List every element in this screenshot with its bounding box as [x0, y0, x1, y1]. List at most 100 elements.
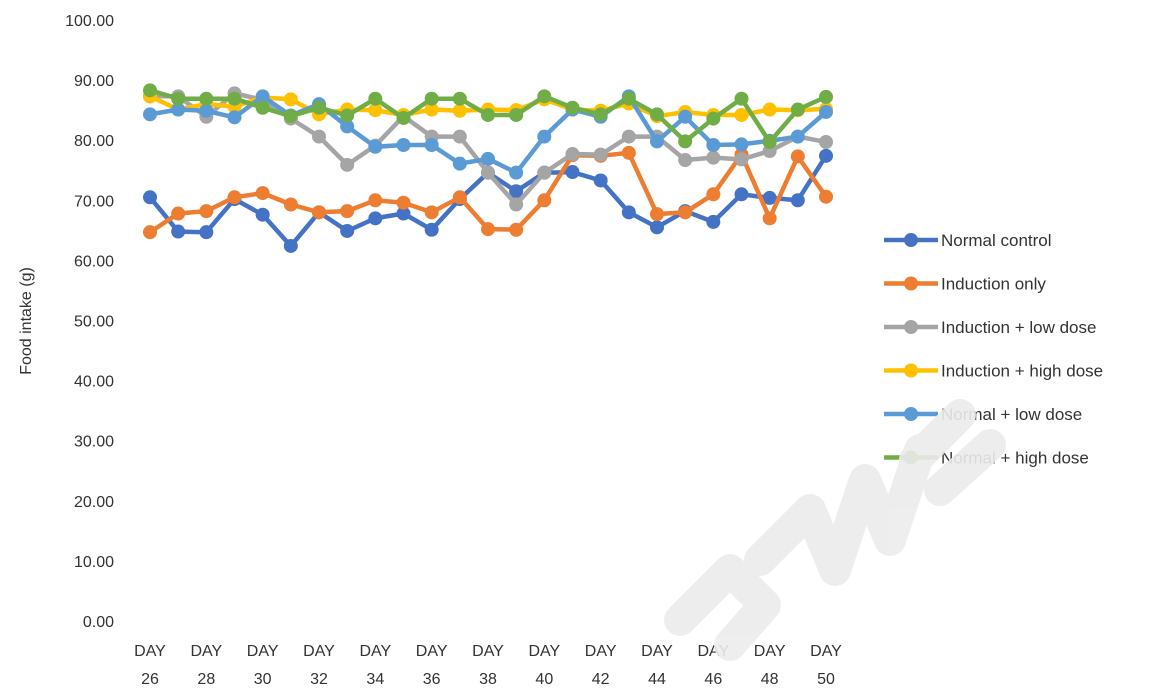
data-point: [199, 225, 214, 240]
y-tick-label: 90.00: [74, 73, 114, 90]
data-point: [790, 149, 805, 164]
data-point: [368, 103, 383, 118]
data-point: [481, 222, 495, 237]
data-point: [621, 205, 636, 220]
data-point: [509, 165, 524, 180]
data-point: [734, 91, 749, 106]
data-point: [227, 91, 242, 106]
series-layer: [143, 83, 833, 253]
x-tick-label: 42: [592, 671, 610, 688]
data-point: [396, 138, 411, 153]
data-point: [424, 205, 439, 220]
data-point: [790, 102, 805, 117]
data-point: [171, 91, 186, 106]
legend-marker: [904, 233, 918, 247]
y-axis-label: Food intake (g): [18, 267, 35, 375]
data-point: [283, 197, 298, 212]
y-tick-label: 30.00: [74, 434, 114, 451]
data-point: [678, 134, 693, 149]
data-point: [650, 134, 664, 149]
data-point: [143, 107, 157, 122]
data-point: [621, 145, 636, 160]
data-point: [255, 89, 270, 104]
data-point: [227, 190, 242, 205]
x-tick-label: 50: [817, 671, 835, 688]
x-tick-label: 44: [648, 671, 666, 688]
x-tick-label: DAY: [810, 643, 842, 660]
y-tick-label: 70.00: [74, 193, 114, 210]
legend-label: Induction + low dose: [941, 318, 1096, 337]
y-axis-tick-labels: 0.00 10.00 20.00 30.00 40.00 50.00 60.00 70.00 8…: [65, 13, 114, 631]
legend-item: Normal + high dose: [884, 449, 1089, 468]
data-point: [481, 107, 495, 122]
data-point: [396, 110, 411, 125]
data-point: [424, 138, 439, 153]
x-tick-label: 32: [310, 671, 328, 688]
data-point: [509, 184, 524, 199]
data-point: [368, 91, 383, 106]
data-point: [424, 102, 439, 117]
data-point: [706, 150, 721, 165]
data-point: [819, 135, 833, 150]
x-tick-label: DAY: [472, 643, 504, 660]
series-induction-only: [143, 145, 833, 240]
data-point: [537, 129, 552, 144]
data-point: [593, 107, 608, 122]
x-tick-label: DAY: [303, 643, 335, 660]
data-point: [481, 151, 495, 166]
data-point: [509, 197, 524, 212]
data-point: [565, 147, 580, 162]
data-point: [706, 138, 721, 153]
data-point: [312, 205, 326, 220]
data-point: [650, 220, 664, 235]
data-point: [678, 205, 693, 220]
data-point: [650, 207, 664, 222]
legend-marker: [904, 363, 918, 378]
data-point: [368, 211, 383, 226]
data-point: [650, 107, 664, 122]
data-point: [452, 103, 467, 118]
data-point: [790, 193, 805, 208]
legend-label: Normal control: [941, 231, 1052, 250]
y-tick-label: 50.00: [74, 314, 114, 331]
x-tick-label: 46: [704, 671, 722, 688]
data-point: [762, 190, 777, 205]
data-point: [171, 224, 186, 239]
y-tick-label: 80.00: [74, 133, 114, 150]
legend-marker: [904, 450, 918, 465]
x-tick-label: DAY: [754, 643, 786, 660]
data-point: [199, 204, 214, 219]
data-point: [424, 222, 439, 237]
data-point: [621, 91, 636, 106]
y-tick-label: 20.00: [74, 494, 114, 511]
data-point: [565, 165, 580, 180]
data-point: [368, 193, 383, 208]
x-tick-label: 34: [366, 671, 384, 688]
data-point: [255, 186, 270, 201]
data-point: [706, 111, 721, 126]
data-point: [143, 190, 157, 205]
data-point: [762, 211, 777, 226]
data-point: [283, 109, 298, 124]
x-tick-label: DAY: [585, 643, 617, 660]
legend-item: Normal control: [884, 231, 1052, 250]
x-tick-label: 30: [254, 671, 272, 688]
data-point: [762, 135, 777, 150]
data-point: [340, 204, 355, 219]
data-point: [762, 102, 777, 117]
data-point: [537, 165, 552, 180]
data-point: [171, 102, 186, 117]
data-point: [255, 207, 270, 222]
data-point: [368, 139, 383, 154]
series-normal-high-dose: [143, 83, 833, 150]
x-tick-label: DAY: [134, 643, 166, 660]
legend-label: Induction only: [941, 275, 1046, 294]
data-point: [593, 173, 608, 188]
x-tick-label: 26: [141, 671, 159, 688]
legend-label: Normal + high dose: [941, 449, 1089, 468]
data-point: [537, 89, 552, 104]
data-point: [255, 100, 270, 115]
data-point: [819, 104, 833, 119]
data-point: [819, 189, 833, 204]
